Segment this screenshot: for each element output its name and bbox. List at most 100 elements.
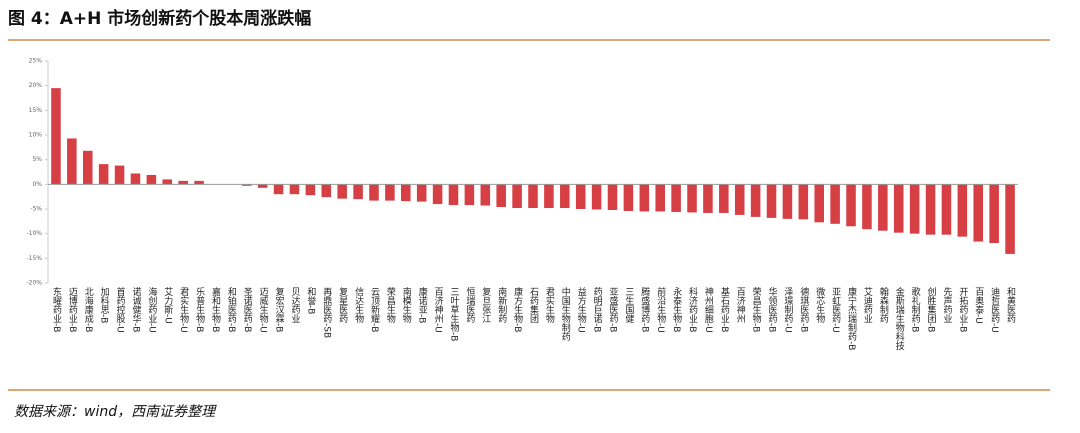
bar (655, 184, 665, 212)
bar (369, 184, 379, 201)
x-tick-label: 北海康成-B (83, 287, 94, 333)
y-tick-label: -20% (26, 280, 42, 287)
x-tick-label: 亚虹医药-U (830, 287, 841, 333)
bar (448, 184, 459, 206)
x-tick-label: 首药控股-U (115, 286, 126, 333)
x-tick-label: 贝达药业 (289, 287, 300, 323)
bar (496, 184, 506, 208)
bar (798, 184, 809, 220)
x-tick-label: 荣昌生物 (385, 286, 396, 324)
x-tick-label: 康诺亚-B (417, 286, 428, 324)
bar (941, 184, 952, 235)
x-tick-label: 东曜药业-B (51, 286, 62, 333)
bar (814, 184, 824, 223)
bar (750, 184, 761, 217)
source-note: 数据来源：wind，西南证券整理 (14, 404, 217, 420)
bar (257, 184, 268, 188)
x-tick-label: 先声药业 (941, 286, 952, 323)
bar (703, 184, 713, 213)
x-tick-label: 益方生物-U (576, 286, 587, 333)
bar (560, 184, 570, 209)
bar (830, 184, 840, 224)
bar (416, 184, 427, 202)
y-tick-label: -5% (30, 206, 42, 213)
x-tick-label: 南新制药 (496, 286, 507, 324)
x-tick-label: 艾力斯-U (162, 287, 173, 324)
x-tick-label: 石药集团 (528, 287, 539, 324)
x-tick-label: 海创药业-U (146, 286, 157, 333)
x-tick-label: 亚盛医药-B (608, 287, 619, 333)
x-tick-label: 泽璟制药-U (782, 287, 793, 333)
x-tick-label: 三叶草生物-B (448, 287, 459, 341)
x-tick-label: 百济神州-U (433, 287, 444, 333)
bar (973, 184, 984, 242)
bar (623, 184, 634, 211)
x-tick-label: 康宁杰瑞制药-B (846, 286, 857, 351)
bar (353, 184, 363, 200)
bar (242, 184, 252, 186)
bar (98, 164, 109, 185)
bar (289, 184, 300, 195)
bar (321, 184, 332, 198)
bar (687, 184, 697, 213)
x-tick-label: 迪哲医药-U (989, 286, 1000, 333)
x-tick-label: 恒瑞医药 (464, 286, 475, 324)
bar (512, 184, 522, 209)
bar (528, 184, 538, 209)
x-tick-label: 艾迪药业 (862, 287, 873, 323)
y-tick-label: 25% (29, 58, 43, 65)
bar (734, 184, 745, 215)
x-tick-label: 加科思-B (99, 287, 110, 324)
bar (480, 184, 491, 206)
x-tick-label: 永泰生物-B (671, 286, 682, 333)
x-tick-label: 云顶新耀-B (369, 287, 380, 332)
x-tick-label: 圣诺医药-B (242, 287, 253, 333)
bar (925, 184, 936, 235)
x-tick-label: 百济神州 (735, 287, 746, 323)
x-tick-label: 歌礼制药-B (910, 286, 921, 333)
x-tick-label: 君实生物-U (178, 287, 189, 333)
x-tick-label: 和铂医药-B (226, 287, 237, 333)
x-tick-label: 前沿生物-U (655, 286, 666, 333)
bar (862, 184, 872, 230)
x-tick-label: 嘉和生物-B (210, 286, 221, 333)
x-tick-label: 腾盛博药-B (639, 286, 650, 333)
x-tick-label: 复星医药 (337, 286, 348, 324)
x-tick-label: 翰森制药 (878, 286, 889, 324)
bar (51, 88, 61, 185)
bar (575, 184, 586, 209)
x-tick-label: 君实生物 (544, 287, 555, 324)
bar (878, 184, 888, 231)
x-tick-label: 德琪医药-B (798, 286, 809, 333)
bar (130, 173, 141, 185)
x-tick-label: 中国生物制药 (560, 286, 571, 342)
bar (385, 184, 395, 201)
bar (273, 184, 284, 195)
x-tick-label: 三生国健 (623, 287, 634, 324)
x-tick-label: 复宏汉霖-B (274, 286, 285, 333)
bar (846, 184, 856, 227)
x-tick-label: 迈博药业-B (67, 287, 78, 333)
bar (178, 180, 188, 185)
bar (671, 184, 681, 212)
x-tick-label: 乐普生物-B (194, 286, 205, 333)
x-tick-label: 南模生物 (401, 286, 412, 324)
x-tick-label: 荣昌生物-B (751, 286, 762, 333)
y-tick-label: 15% (29, 107, 43, 114)
x-tick-label: 复旦张江 (480, 286, 491, 324)
bar (719, 184, 729, 213)
bar (909, 184, 920, 234)
chart-title: 图 4：A+H 市场创新药个股本周涨跌幅 (8, 8, 311, 29)
bar (401, 184, 411, 202)
bar (766, 184, 777, 218)
x-tick-label: 科济药业-B (687, 286, 698, 333)
bar (639, 184, 650, 212)
y-tick-label: 10% (29, 132, 43, 139)
x-tick-label: 信达生物 (353, 286, 364, 324)
bar (194, 180, 204, 185)
bar (146, 174, 157, 185)
bar (114, 165, 125, 185)
x-tick-label: 再鼎医药-SB (321, 287, 332, 338)
y-tick-label: -10% (26, 230, 42, 237)
bar (162, 179, 173, 185)
